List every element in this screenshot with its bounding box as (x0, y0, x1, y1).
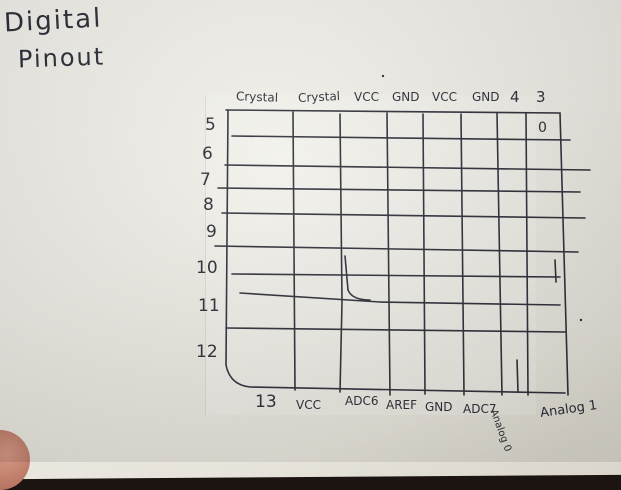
grid-hline-5 (214, 245, 579, 253)
row-label-9: 9 (206, 222, 217, 242)
row-label-6: 6 (202, 144, 213, 164)
grid-hline-3 (217, 187, 581, 193)
grid-vline-2b (344, 255, 371, 301)
grid-stroke-extra-1 (554, 259, 557, 283)
header-gnd-2: GND (472, 90, 500, 104)
row-label-8: 8 (203, 195, 214, 215)
header-pin-4: 4 (510, 88, 520, 106)
grid-vline-7 (525, 112, 529, 396)
grid-vline-3 (386, 112, 391, 396)
header-gnd-1: GND (392, 90, 420, 104)
bottom-label-adc6: ADC6 (345, 394, 379, 408)
row-label-10: 10 (196, 258, 218, 278)
pen-dot (381, 74, 385, 78)
grid-vline-1 (292, 111, 296, 391)
header-vcc-2: VCC (432, 90, 457, 104)
row-label-11: 11 (198, 296, 220, 316)
grid-vline-5 (460, 113, 465, 396)
grid-stroke-extra-2 (516, 359, 519, 393)
bottom-label-aref: AREF (386, 398, 418, 412)
grid-hline-4 (221, 212, 586, 219)
cell-mark: 0 (538, 120, 547, 136)
grid-hline-6 (231, 273, 561, 278)
row-label-5: 5 (205, 115, 216, 135)
bottom-label-vcc: VCC (296, 398, 321, 412)
pen-dot-2 (579, 318, 583, 322)
header-crystal-2: Crystal (297, 88, 341, 106)
grid-frame-left-bottom (225, 109, 566, 394)
bottom-label-adc7: ADC7 (463, 402, 497, 416)
pinout-grid (214, 74, 591, 396)
bottom-label-gnd: GND (425, 400, 453, 414)
header-vcc-1: VCC (354, 90, 379, 104)
grid-hline-2 (224, 164, 591, 171)
grid-vline-4 (422, 113, 426, 395)
grid-hline-7 (239, 292, 561, 306)
grid-vline-6 (496, 112, 503, 396)
header-crystal-1: Crystal (235, 89, 279, 105)
tape-strip (205, 95, 536, 415)
bottom-label-13: 13 (255, 392, 277, 412)
grid-hline-1 (231, 135, 571, 141)
grid-hline-8 (225, 327, 566, 333)
row-label-7: 7 (200, 170, 211, 190)
row-label-12: 12 (196, 342, 218, 362)
header-pin-3: 3 (536, 88, 546, 106)
grid-vline-2 (339, 113, 343, 393)
grid-frame-top-right (225, 109, 569, 396)
